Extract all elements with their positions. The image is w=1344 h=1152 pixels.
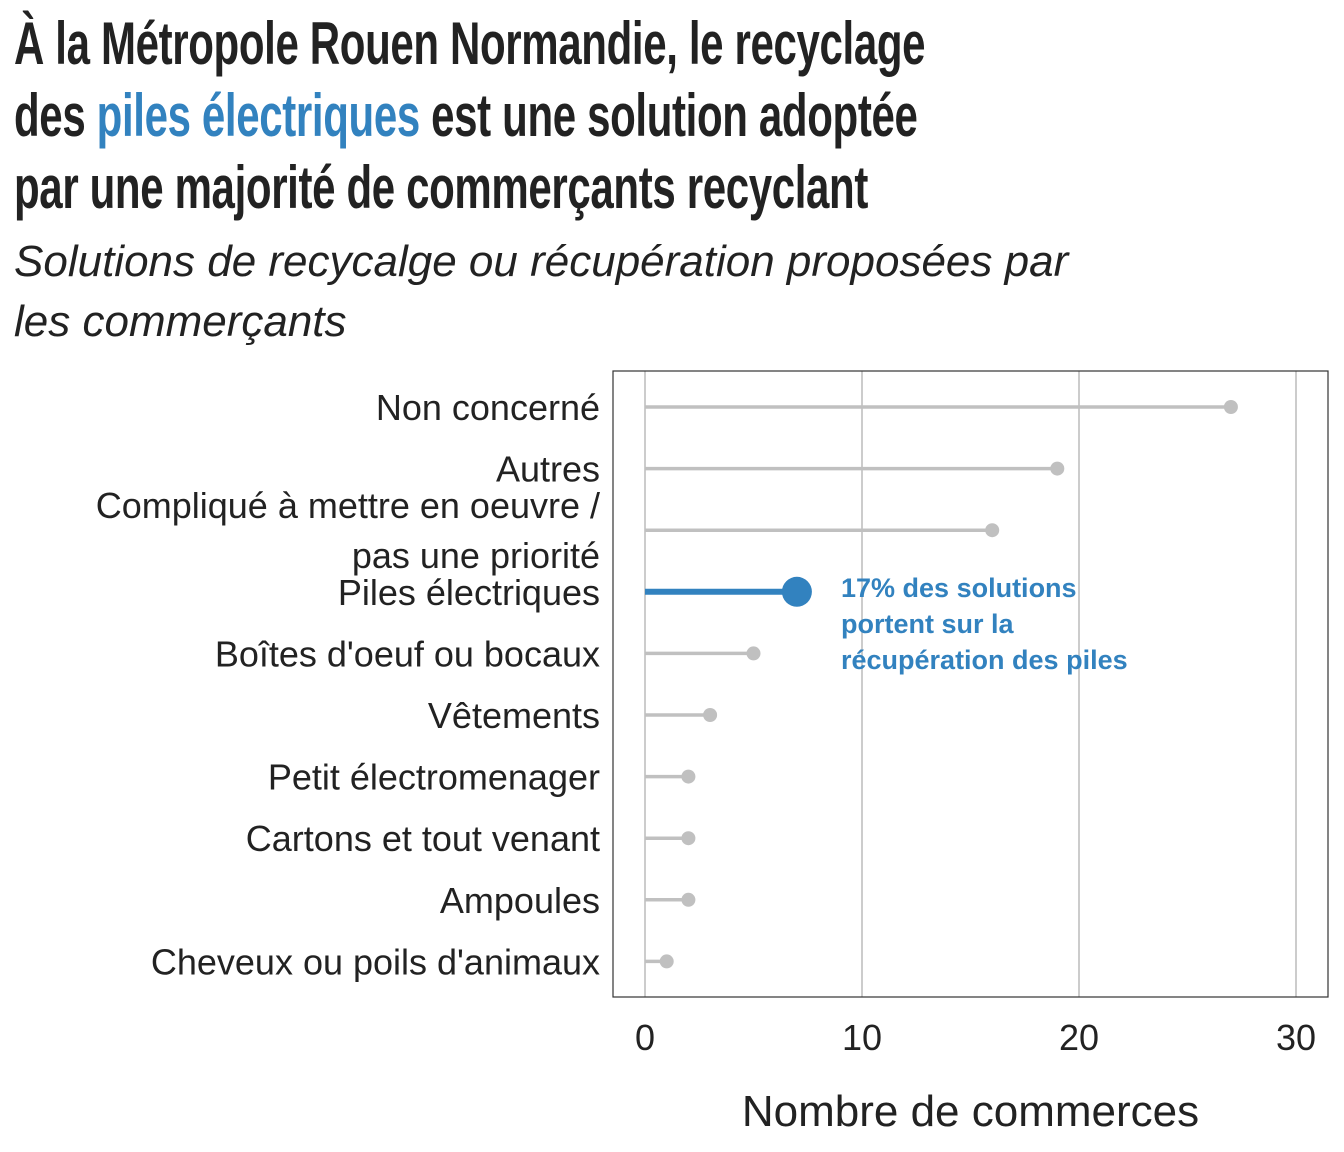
category-label-6: Petit électromenager (268, 757, 600, 798)
x-axis-title: Nombre de commerces (742, 1087, 1199, 1136)
lollipop-dot-3 (781, 576, 812, 607)
chart-subtitle: Solutions de recycalge ou récupération p… (14, 232, 1314, 352)
lollipop-dot-5 (703, 708, 718, 722)
category-label-2: Compliqué à mettre en oeuvre / pas une pr… (96, 485, 600, 576)
category-label-5: Vêtements (428, 695, 600, 736)
category-label-8: Ampoules (440, 880, 600, 921)
annotation-line-1: portent sur la (841, 609, 1015, 639)
title-line-2-start: des (14, 82, 97, 149)
subtitle-line-2: les commerçants (14, 297, 347, 346)
category-label-7: Cartons et tout venant (246, 818, 600, 859)
title-line-2-end: est une solution adoptée (419, 82, 918, 149)
title-highlight: piles électriques (96, 82, 421, 149)
lollipop-dot-9 (659, 954, 674, 969)
highlight-annotation: 17% des solutions portent sur la récupérat… (841, 573, 1128, 675)
title-line-3: par une majorité de commerçants recyclan… (14, 154, 868, 221)
annotation-line-2: récupération des piles (841, 645, 1128, 675)
category-label-2-line-1: pas une priorité (352, 535, 600, 576)
category-label-1: Autres (496, 449, 600, 490)
subtitle-line-1: Solutions de recycalge ou récupération p… (14, 237, 1069, 286)
chart-title: À la Métropole Rouen Normandie, le recyc… (14, 8, 926, 224)
category-label-3: Piles électriques (338, 572, 600, 613)
category-label-9: Cheveux ou poils d'animaux (151, 941, 600, 982)
title-line-2: des piles électriques est une solution a… (14, 80, 918, 152)
lollipop-dot-4 (746, 646, 761, 661)
annotation-line-0: 17% des solutions (841, 573, 1077, 603)
x-tick-label-10: 10 (842, 1017, 882, 1058)
lollipop-dot-8 (681, 892, 696, 907)
x-tick-label-0: 0 (635, 1017, 655, 1058)
x-tick-label-30: 30 (1276, 1017, 1316, 1058)
lollipop-dot-0 (1223, 400, 1238, 414)
category-label-2-line-0: Compliqué à mettre en oeuvre / (96, 485, 600, 526)
lollipop-dot-6 (681, 769, 696, 784)
lollipop-dot-7 (681, 831, 696, 846)
category-label-0: Non concerné (376, 387, 600, 428)
lollipop-dot-1 (1050, 461, 1065, 476)
title-line-1: À la Métropole Rouen Normandie, le recyc… (14, 10, 926, 77)
category-label-4: Boîtes d'oeuf ou bocaux (215, 633, 600, 674)
x-tick-label-20: 20 (1059, 1017, 1099, 1058)
lollipop-dot-2 (985, 523, 1000, 538)
plot-panel-border (612, 370, 1329, 998)
